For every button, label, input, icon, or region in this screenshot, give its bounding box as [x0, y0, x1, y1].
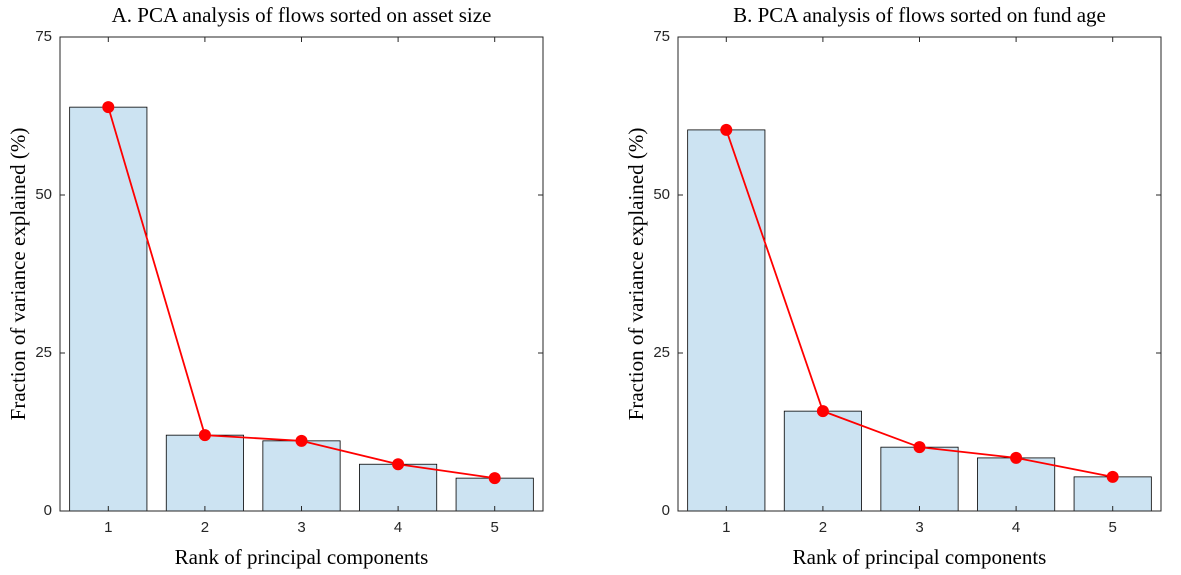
axes-box	[59, 36, 544, 512]
point	[488, 472, 501, 485]
point	[816, 405, 829, 418]
point	[295, 434, 308, 447]
line	[107, 106, 495, 480]
y-axis-label: Fraction of variance explained (%)	[6, 128, 30, 421]
y-tick-label: 0	[662, 502, 670, 519]
point	[913, 441, 926, 454]
point	[1010, 451, 1023, 464]
chart-title: A. PCA analysis of flows sorted on asset…	[112, 3, 492, 27]
bar	[880, 446, 959, 512]
x-tick-label: 1	[104, 519, 112, 536]
x-tick-label: 5	[1109, 519, 1117, 536]
bar	[977, 457, 1056, 512]
x-tick-label: 4	[394, 519, 402, 536]
point	[720, 123, 733, 136]
bar	[687, 129, 766, 512]
point	[102, 101, 115, 114]
chart-title: B. PCA analysis of flows sorted on fund …	[733, 3, 1106, 27]
x-axis-label: Rank of principal components	[793, 545, 1047, 569]
y-tick-label: 0	[44, 502, 52, 519]
y-tick-label: 25	[35, 344, 52, 361]
y-axis-label: Fraction of variance explained (%)	[624, 128, 648, 421]
bar	[165, 434, 244, 512]
bar	[262, 440, 341, 512]
y-tick-label: 50	[35, 186, 52, 203]
y-tick-label: 75	[35, 28, 52, 45]
x-axis-label: Rank of principal components	[175, 545, 429, 569]
point	[198, 429, 211, 442]
y-tick-label: 25	[653, 344, 670, 361]
y-tick-label: 75	[653, 28, 670, 45]
bar	[69, 106, 148, 512]
bar	[359, 463, 438, 512]
x-tick-label: 5	[491, 519, 499, 536]
axes-box	[677, 36, 1162, 512]
point	[1106, 470, 1119, 483]
x-tick-label: 2	[819, 519, 827, 536]
y-tick-label: 50	[653, 186, 670, 203]
bar	[783, 410, 862, 512]
x-tick-label: 2	[201, 519, 209, 536]
x-tick-label: 4	[1012, 519, 1020, 536]
x-tick-label: 3	[297, 519, 305, 536]
x-tick-label: 3	[915, 519, 923, 536]
x-tick-label: 1	[722, 519, 730, 536]
point	[392, 458, 405, 471]
